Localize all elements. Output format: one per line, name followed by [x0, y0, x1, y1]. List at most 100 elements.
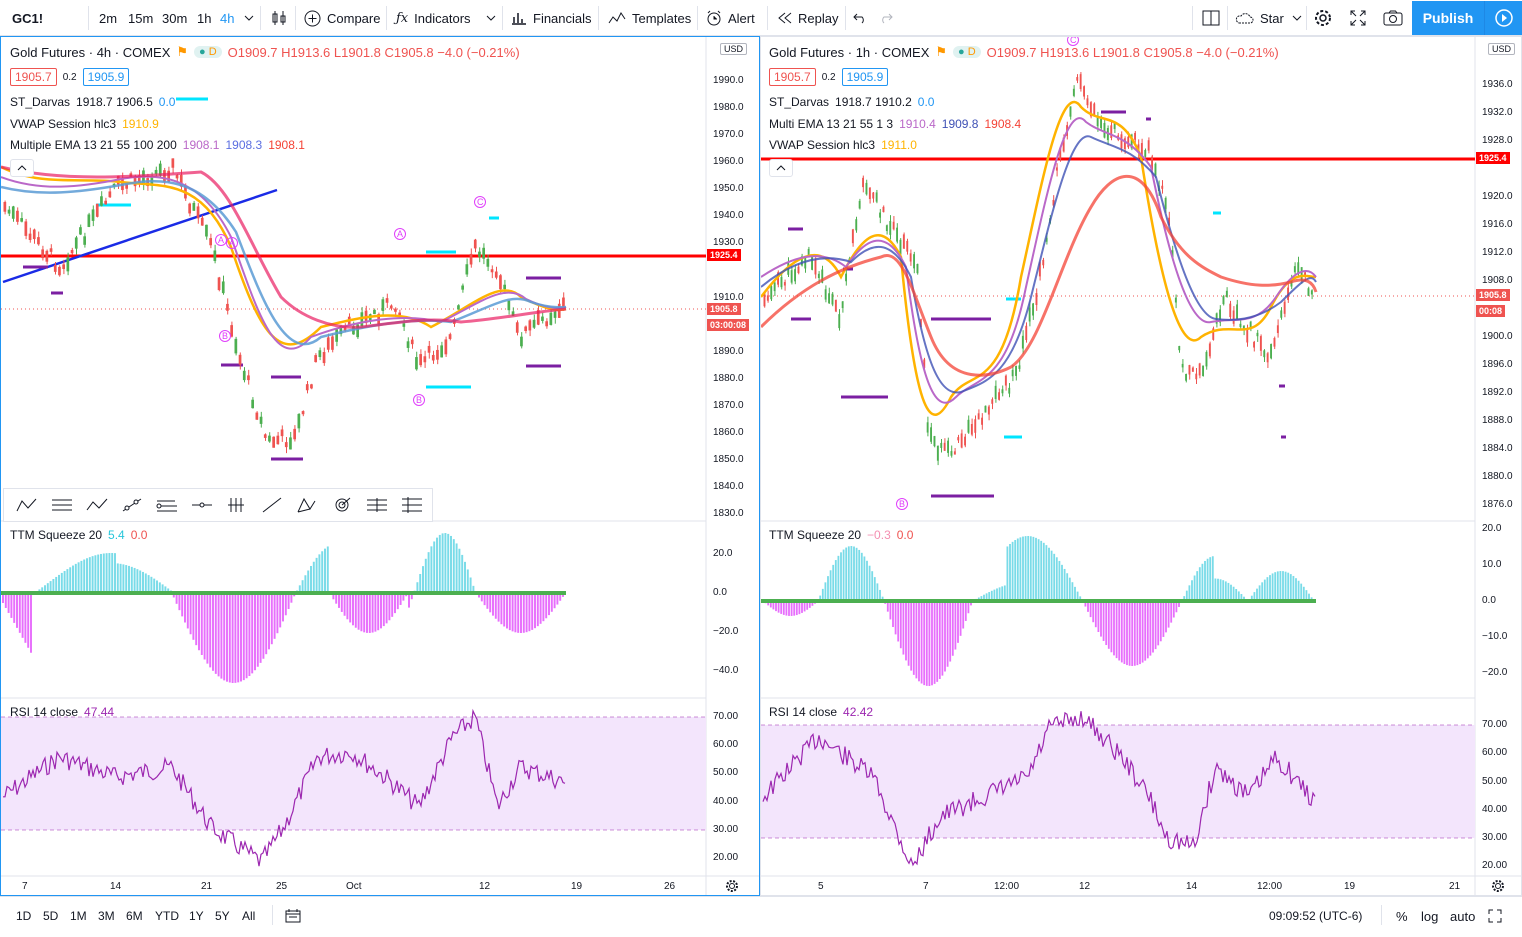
undo-icon[interactable]	[853, 0, 867, 36]
ask-price[interactable]: 1905.9	[82, 68, 130, 86]
measure-icon[interactable]	[364, 494, 390, 516]
indicator-darvas[interactable]: ST_Darvas 1918.7 1910.2 0.0	[769, 95, 934, 109]
candle-body	[882, 206, 885, 213]
range-1y[interactable]: 1Y	[189, 909, 204, 923]
currency-label[interactable]: USD	[720, 43, 748, 55]
pitchfork-icon[interactable]	[224, 494, 250, 516]
right-chart-pane[interactable]: C B Gold Futures · 1h · COMEX ⚑ ● D O1909…	[760, 36, 1522, 896]
fib-spiral-icon[interactable]	[329, 494, 355, 516]
range-1m[interactable]: 1M	[70, 909, 87, 923]
bid-price[interactable]: 1905.7	[10, 68, 57, 86]
templates-button[interactable]: Templates	[608, 0, 691, 36]
left-chart-pane[interactable]: A A B A C B Gold Futures · 4h · COMEX ⚑ …	[0, 36, 760, 896]
candle-body	[1089, 102, 1092, 117]
range-ytd[interactable]: YTD	[155, 909, 179, 923]
layout-name-button[interactable]: Star	[1234, 0, 1284, 36]
camera-icon[interactable]	[1383, 0, 1403, 36]
layout-dropdown-icon[interactable]	[1292, 0, 1302, 36]
ttm-legend[interactable]: TTM Squeeze 20 5.4 0.0	[10, 528, 147, 542]
indicators-button[interactable]: ƒx Indicators	[396, 0, 471, 36]
clock[interactable]: 09:09:52 (UTC-6)	[1269, 909, 1363, 923]
chart-title[interactable]: Gold Futures · 1h · COMEX	[769, 44, 930, 60]
collapse-legend-chevron-up-icon[interactable]	[769, 159, 793, 177]
candle-body	[1032, 303, 1034, 316]
candle-body	[1219, 309, 1221, 323]
ray-icon[interactable]	[119, 494, 145, 516]
axis-settings-gear-icon[interactable]	[1491, 879, 1505, 896]
indicator-values: 1918.7 1906.5	[76, 95, 153, 109]
time-tick: 12:00	[1257, 881, 1283, 892]
candle-body	[1239, 323, 1242, 328]
range-1d[interactable]: 1D	[16, 909, 32, 923]
interval-1h[interactable]: 1h	[197, 10, 212, 26]
indicator-vwap[interactable]: VWAP Session hlc3 1911.0	[769, 138, 917, 152]
collapse-legend-chevron-up-icon[interactable]	[10, 159, 34, 177]
indicator-darvas[interactable]: ST_Darvas 1918.7 1906.5 0.0	[10, 95, 175, 109]
currency-label[interactable]: USD	[1488, 43, 1516, 55]
range-all[interactable]: All	[242, 909, 256, 923]
price-tick: 1920.0	[1482, 191, 1513, 202]
redo-icon[interactable]	[879, 0, 893, 36]
interval-dropdown-icon[interactable]	[244, 0, 254, 36]
range-6m[interactable]: 6M	[126, 909, 143, 923]
settings-gear-icon[interactable]	[1313, 0, 1333, 36]
goto-date-calendar-icon[interactable]	[285, 897, 301, 935]
abc-pattern-icon[interactable]	[14, 494, 40, 516]
range-3m[interactable]: 3M	[98, 909, 115, 923]
right-ttm-histogram	[764, 536, 1313, 686]
rsi-legend[interactable]: RSI 14 close 42.42	[769, 705, 873, 719]
replay-button[interactable]: Replay	[778, 0, 838, 36]
data-status-badge: ● D	[953, 46, 981, 58]
candle-body	[1096, 116, 1099, 127]
interval-4h[interactable]: 4h	[220, 10, 235, 26]
interval-15m[interactable]: 15m	[128, 10, 154, 26]
data-status-badge: ● D	[194, 46, 222, 58]
indicator-multi-ema[interactable]: Multiple EMA 13 21 55 100 200 1908.1 1908.…	[10, 138, 305, 152]
right-chart-canvas[interactable]: C B	[761, 37, 1521, 895]
trend-line-icon[interactable]	[259, 494, 285, 516]
rsi-legend[interactable]: RSI 14 close 47.44	[10, 705, 114, 719]
position-icon[interactable]	[399, 494, 425, 516]
bid-price[interactable]: 1905.7	[769, 68, 816, 86]
layout-select-icon[interactable]	[1202, 0, 1220, 36]
candle-body	[1134, 132, 1136, 140]
compare-button[interactable]: Compare	[304, 0, 380, 36]
flag-icon[interactable]: ⚑	[176, 44, 189, 59]
lines-icon[interactable]	[49, 494, 75, 516]
log-scale-toggle[interactable]: log	[1421, 908, 1439, 924]
ask-price[interactable]: 1905.9	[841, 68, 889, 86]
fib-channel-icon[interactable]	[154, 494, 180, 516]
candle-body	[154, 169, 158, 174]
indicator-name: TTM Squeeze 20	[769, 528, 862, 542]
indicators-dropdown-icon[interactable]	[486, 0, 496, 36]
percent-scale-toggle[interactable]: %	[1396, 908, 1408, 924]
candle-body	[423, 356, 427, 363]
candle-body	[807, 248, 810, 257]
range-5y[interactable]: 5Y	[215, 909, 230, 923]
ttm-legend[interactable]: TTM Squeeze 20 −0.3 0.0	[769, 528, 913, 542]
indicator-vwap[interactable]: VWAP Session hlc3 1910.9	[10, 117, 159, 131]
bid-ask: 1905.7 0.2 1905.9	[769, 68, 889, 86]
candle-body	[20, 218, 23, 222]
left-chart-canvas[interactable]: A A B A C B	[1, 37, 759, 895]
interval-2m[interactable]: 2m	[99, 10, 118, 26]
financials-button[interactable]: Financials	[511, 0, 592, 36]
interval-30m[interactable]: 30m	[162, 10, 188, 26]
wave-pattern-icon[interactable]	[84, 494, 110, 516]
axis-settings-gear-icon[interactable]	[725, 879, 739, 896]
fullscreen-icon[interactable]	[1350, 0, 1366, 36]
chart-type-candles-icon[interactable]	[270, 0, 288, 36]
publish-button[interactable]: Publish	[1412, 1, 1484, 35]
range-5d[interactable]: 5D	[43, 909, 59, 923]
xabcd-pattern-icon[interactable]	[294, 494, 320, 516]
chart-title[interactable]: Gold Futures · 4h · COMEX	[10, 44, 171, 60]
horizontal-ray-icon[interactable]	[189, 494, 215, 516]
fullscreen-corners-icon[interactable]	[1488, 897, 1502, 935]
candle-body	[1161, 185, 1164, 189]
play-icon[interactable]	[1484, 1, 1522, 35]
indicator-multi-ema[interactable]: Multi EMA 13 21 55 1 3 1910.4 1909.8 1908.4	[769, 117, 1021, 131]
alert-button[interactable]: Alert	[706, 0, 755, 36]
flag-icon[interactable]: ⚑	[935, 44, 948, 59]
auto-scale-toggle[interactable]: auto	[1450, 908, 1476, 924]
symbol-search[interactable]: GC1!	[12, 10, 44, 26]
